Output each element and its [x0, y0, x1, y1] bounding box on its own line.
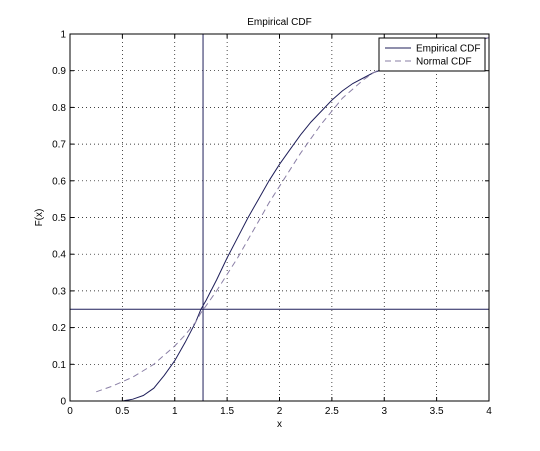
y-tick-label: 0.3 [52, 286, 66, 297]
y-tick-label: 0.8 [52, 103, 66, 114]
legend-box [378, 37, 486, 72]
x-tick-label: 3 [381, 406, 387, 417]
y-tick-label: 0.1 [52, 360, 66, 371]
x-tick-label: 3.5 [430, 406, 444, 417]
y-axis-label: F(x) [34, 209, 45, 227]
legend-label: Empirical CDF [416, 44, 480, 55]
x-tick-label: 1 [172, 406, 178, 417]
x-tick-label: 1.5 [220, 406, 234, 417]
y-tick-label: 0.2 [52, 323, 66, 334]
x-tick-label: 2.5 [325, 406, 339, 417]
legend: Empirical CDF Normal CDF [378, 37, 486, 72]
reference-lines [70, 34, 489, 401]
x-tick-label: 4 [486, 406, 492, 417]
y-tick-label: 0.4 [52, 250, 66, 261]
chart-title: Empirical CDF [247, 17, 311, 28]
y-tick-label: 0.6 [52, 176, 66, 187]
legend-label: Normal CDF [416, 57, 472, 68]
x-tick-label: 0 [67, 406, 73, 417]
plot-area [70, 34, 489, 401]
y-tick-label: 0.9 [52, 66, 66, 77]
y-tick-label: 1 [60, 30, 66, 41]
x-tick-label: 0.5 [115, 406, 129, 417]
x-axis-label: x [277, 419, 282, 430]
y-tick-label: 0.7 [52, 140, 66, 151]
y-tick-label: 0 [60, 397, 66, 408]
x-tick-label: 2 [277, 406, 283, 417]
y-tick-label: 0.5 [52, 213, 66, 224]
ticks: 0 0.5 1 1.5 2 2.5 3 3.5 4 0 0.1 0.2 0.3 0.4 0.5 0.6 0.7 0… [52, 30, 492, 418]
